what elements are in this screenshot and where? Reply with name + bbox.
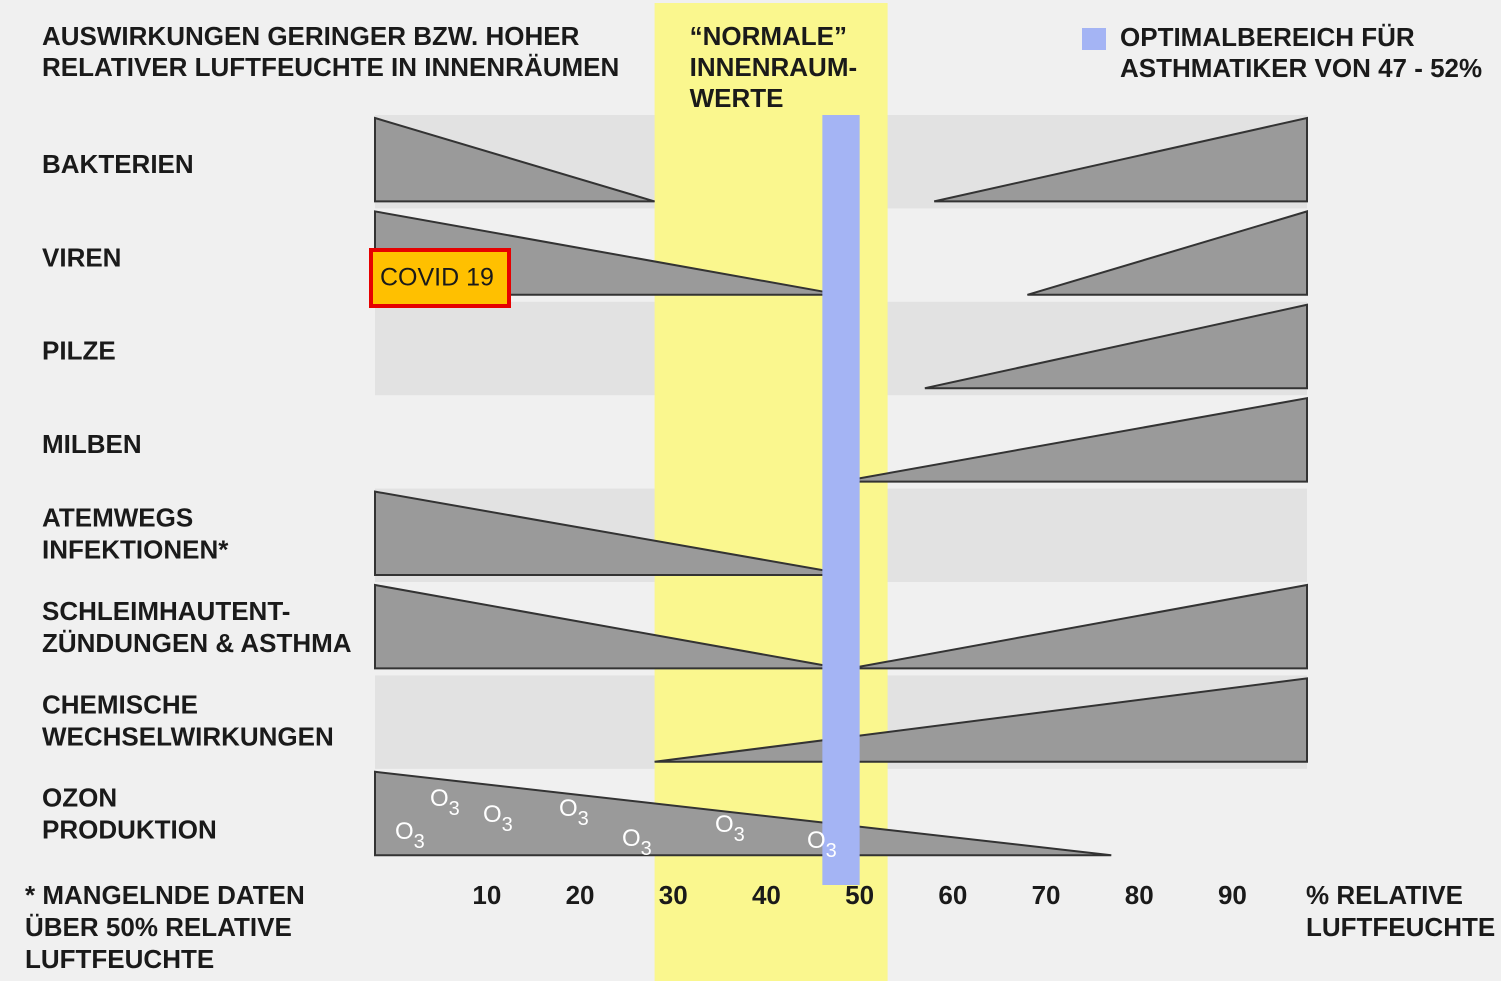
row-label: BAKTERIEN — [42, 149, 194, 179]
ozone-sub: 3 — [734, 824, 745, 846]
footnote: * MANGELNDE DATEN — [25, 880, 305, 910]
legend-swatch — [1082, 28, 1106, 50]
footnote: LUFTFEUCHTE — [25, 944, 214, 974]
x-axis-label: LUFTFEUCHTE — [1306, 912, 1495, 942]
ozone-o: O — [559, 795, 578, 822]
row-label: WECHSELWIRKUNGEN — [42, 721, 334, 751]
x-tick-label: 30 — [659, 880, 688, 910]
x-tick-label: 90 — [1218, 880, 1247, 910]
ozone-sub: 3 — [641, 838, 652, 860]
footnote: ÜBER 50% RELATIVE — [25, 912, 292, 942]
row-label: SCHLEIMHAUTENT- — [42, 596, 290, 626]
row-label: CHEMISCHE — [42, 689, 198, 719]
x-tick-label: 80 — [1125, 880, 1154, 910]
x-axis-label: % RELATIVE — [1306, 880, 1463, 910]
row-label: VIREN — [42, 242, 121, 272]
x-tick-label: 60 — [938, 880, 967, 910]
ozone-o: O — [622, 825, 641, 852]
row-label: MILBEN — [42, 429, 142, 459]
x-tick-label: 20 — [566, 880, 595, 910]
ozone-sub: 3 — [826, 840, 837, 862]
row-label: PRODUKTION — [42, 815, 217, 845]
row-label: PILZE — [42, 336, 116, 366]
ozone-o: O — [807, 827, 826, 854]
chart-title: AUSWIRKUNGEN GERINGER BZW. HOHER — [42, 21, 580, 51]
ozone-sub: 3 — [414, 831, 425, 853]
row-label: ZÜNDUNGEN & ASTHMA — [42, 628, 352, 658]
ozone-sub: 3 — [578, 808, 589, 830]
x-tick-label: 50 — [845, 880, 874, 910]
ozone-o: O — [715, 811, 734, 838]
x-tick-label: 70 — [1032, 880, 1061, 910]
normal-range-label: “NORMALE” — [690, 21, 847, 51]
chart-title: RELATIVER LUFTFEUCHTE IN INNENRÄUMEN — [42, 52, 619, 82]
ozone-sub: 3 — [449, 798, 460, 820]
row-label: INFEKTIONEN* — [42, 534, 229, 564]
normal-range-label: INNENRAUM- — [690, 52, 858, 82]
x-tick-label: 10 — [472, 880, 501, 910]
ozone-o: O — [395, 818, 414, 845]
ozone-sub: 3 — [502, 814, 513, 836]
annotation: COVID 19 — [380, 264, 494, 292]
row-label: OZON — [42, 783, 117, 813]
optimal-range — [822, 115, 859, 885]
chart: “NORMALE”INNENRAUM-WERTE BAKTERIEN VIREN PI… — [0, 0, 1501, 981]
x-tick-label: 40 — [752, 880, 781, 910]
ozone-o: O — [430, 785, 449, 812]
normal-range-label: WERTE — [690, 83, 784, 113]
ozone-o: O — [483, 801, 502, 828]
legend-label: OPTIMALBEREICH FÜR — [1120, 22, 1415, 52]
legend-label: ASTHMATIKER VON 47 - 52% — [1120, 53, 1482, 83]
row-label: ATEMWEGS — [42, 502, 193, 532]
